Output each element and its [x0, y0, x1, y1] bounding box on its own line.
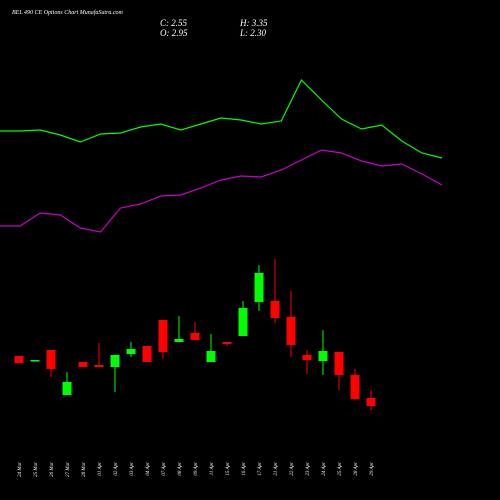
x-tick-label: 16 Apr	[242, 462, 247, 476]
candle-body	[30, 360, 40, 362]
open-info: O: 2.95	[160, 28, 188, 38]
x-tick-label: 07 Apr	[162, 462, 167, 476]
indicator-line	[0, 149, 443, 233]
candle-body	[158, 320, 168, 352]
candle-body	[270, 301, 280, 318]
x-tick-label: 04 Apr	[146, 462, 151, 476]
x-tick-label: 28 Apr	[354, 462, 359, 476]
candle-body	[206, 351, 216, 362]
x-tick-label: 29 Apr	[370, 462, 375, 476]
x-tick-label: 11 Apr	[210, 462, 215, 475]
candle-body	[94, 365, 104, 367]
x-tick-label: 24 Apr	[322, 462, 327, 476]
candle-body	[190, 333, 200, 340]
candle-body	[142, 346, 152, 362]
x-tick-label: 25 Mar	[34, 462, 39, 477]
candle-body	[62, 382, 72, 395]
candle-body	[46, 350, 56, 369]
candle-body	[286, 317, 296, 345]
high-info: H: 3.35	[239, 18, 268, 28]
x-tick-label: 21 Apr	[274, 462, 279, 476]
candle-body	[174, 339, 184, 342]
x-tick-label: 01 Apr	[98, 462, 103, 476]
chart-title: BEL 490 CE Options Chart MunafaSutra.com	[12, 9, 124, 16]
candle-body	[14, 356, 24, 363]
low-info: L: 2.30	[239, 28, 267, 38]
close-info: C: 2.55	[160, 18, 188, 28]
x-tick-label: 02 Apr	[114, 462, 119, 476]
x-tick-label: 24 Mar	[18, 462, 23, 477]
x-tick-label: 03 Apr	[130, 462, 135, 476]
x-tick-label: 15 Apr	[226, 462, 231, 476]
candle-body	[318, 351, 328, 361]
x-tick-label: 27 Mar	[66, 462, 71, 477]
x-tick-label: 17 Apr	[258, 462, 263, 476]
indicator-line	[0, 78, 443, 159]
x-tick-label: 23 Apr	[306, 462, 311, 476]
candle-body	[78, 362, 88, 367]
x-tick-label: 26 Mar	[50, 462, 55, 477]
candle-body	[254, 273, 264, 302]
x-tick-label: 28 Mar	[82, 462, 87, 477]
candle-body	[350, 375, 360, 399]
candle-body	[302, 355, 312, 360]
x-tick-label: 22 Apr	[290, 462, 295, 476]
candle-body	[334, 352, 344, 375]
x-tick-label: 25 Apr	[338, 462, 343, 476]
candle-body	[238, 308, 248, 336]
x-tick-label: 09 Apr	[194, 462, 199, 476]
candle-body	[126, 349, 136, 354]
candle-body	[366, 398, 376, 406]
candle-body	[222, 342, 232, 344]
candle-body	[110, 355, 120, 367]
x-tick-label: 08 Apr	[178, 462, 183, 476]
